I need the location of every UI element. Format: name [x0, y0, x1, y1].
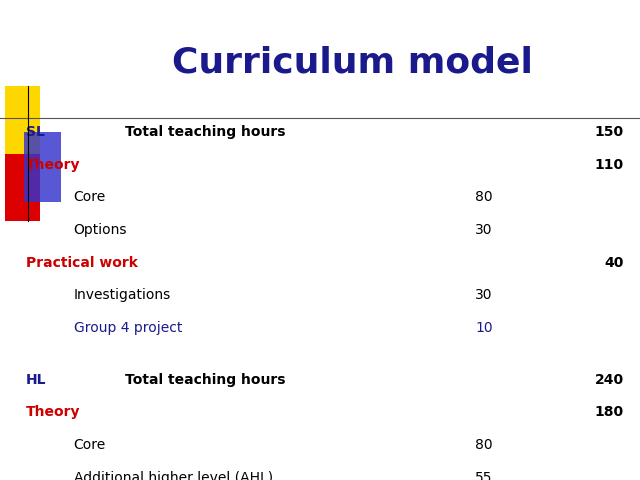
- Text: Theory: Theory: [26, 157, 80, 172]
- Text: Group 4 project: Group 4 project: [74, 321, 182, 335]
- Text: 30: 30: [476, 223, 493, 237]
- Text: Core: Core: [74, 190, 106, 204]
- Text: 40: 40: [605, 255, 624, 270]
- Text: 80: 80: [475, 190, 493, 204]
- Text: 240: 240: [595, 372, 624, 387]
- Text: 55: 55: [476, 470, 493, 480]
- Text: 80: 80: [475, 438, 493, 452]
- Text: Practical work: Practical work: [26, 255, 138, 270]
- Text: HL: HL: [26, 372, 46, 387]
- Text: SL: SL: [26, 125, 44, 139]
- Text: 10: 10: [475, 321, 493, 335]
- Text: Theory: Theory: [26, 405, 80, 420]
- Text: Total teaching hours: Total teaching hours: [125, 125, 285, 139]
- Text: 150: 150: [595, 125, 624, 139]
- Text: 110: 110: [595, 157, 624, 172]
- Text: Additional higher level (AHL): Additional higher level (AHL): [74, 470, 273, 480]
- Text: 180: 180: [595, 405, 624, 420]
- FancyBboxPatch shape: [5, 154, 40, 221]
- FancyBboxPatch shape: [5, 86, 40, 154]
- Text: Options: Options: [74, 223, 127, 237]
- Text: Curriculum model: Curriculum model: [172, 46, 532, 79]
- Text: Core: Core: [74, 438, 106, 452]
- Text: Investigations: Investigations: [74, 288, 171, 302]
- FancyBboxPatch shape: [24, 132, 61, 202]
- Text: Total teaching hours: Total teaching hours: [125, 372, 285, 387]
- Text: 30: 30: [476, 288, 493, 302]
